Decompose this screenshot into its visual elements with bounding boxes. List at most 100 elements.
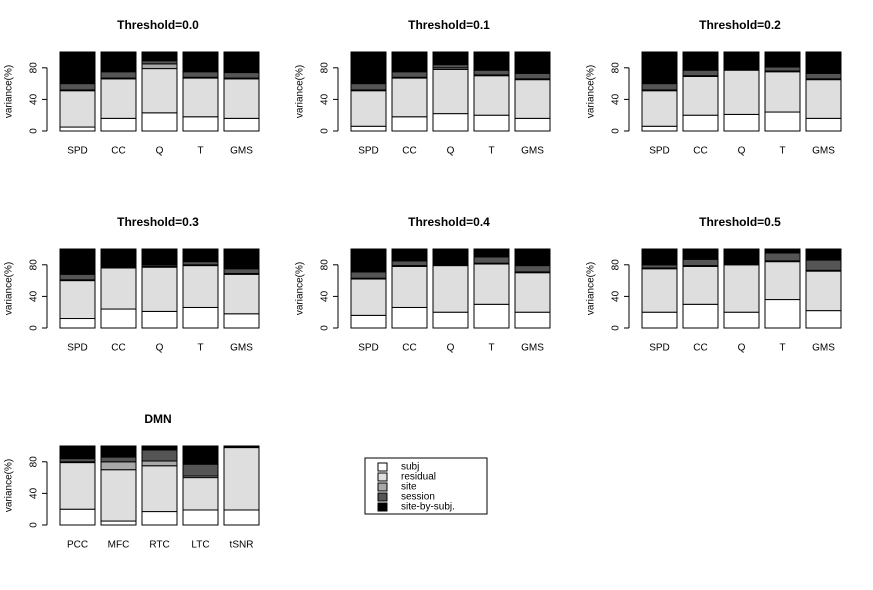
bar-segment [59,280,96,320]
x-tick-label: SPD [649,146,670,157]
bar-segment [182,77,219,118]
bar-segment [141,449,178,462]
bar-segment [100,456,137,463]
bar-segment [223,117,260,132]
bar-segment [432,68,469,115]
x-tick-label: Q [738,146,746,157]
bar-segment [764,252,801,262]
bar-segment [641,90,678,127]
x-tick-label: Q [156,146,164,157]
bar-segment [682,265,719,305]
bar-segment [723,248,760,265]
legend-label: site [401,482,417,493]
x-tick-label: Q [447,146,455,157]
bar-segment [100,78,137,119]
bar-segment [391,260,428,267]
x-tick-label: tSNR [230,540,254,551]
x-tick-label: CC [111,343,125,354]
bar-segment [805,248,842,261]
bar-segment [473,51,510,71]
panel: Threshold=0.5 variance(%) 0 40 80 SPD CC Q T GMS [586,215,842,354]
bar-segment [391,77,428,118]
panel: Threshold=0.1 variance(%) 0 40 80 SPD CC Q T GMS [295,18,551,157]
bar-segment [682,51,719,71]
x-tick-label: SPD [67,343,88,354]
bar-segment [473,69,510,76]
bar-segment [182,51,219,73]
y-tick-label: 0 [611,325,622,331]
bar-segment [350,83,387,91]
bar-segment [59,126,96,132]
bar-segment [764,261,801,301]
x-tick-label: T [488,146,494,157]
bar-segment [141,63,178,70]
bar-segment [182,445,219,465]
y-tick-label: 40 [29,487,40,499]
bar-segment [223,78,260,119]
bar-segment [473,75,510,116]
x-tick-label: SPD [358,146,379,157]
y-axis-label: variance(%) [586,262,597,315]
bar-segment [141,310,178,329]
bar-segment [473,256,510,264]
bar-segment [473,114,510,132]
y-tick-label: 80 [29,456,40,468]
chart-title: Threshold=0.2 [699,18,781,32]
y-tick-label: 0 [29,522,40,528]
x-tick-label: GMS [521,146,544,157]
y-axis-label: variance(%) [295,65,306,118]
bar-segment [182,116,219,132]
x-tick-label: GMS [521,343,544,354]
bar-segment [764,66,801,72]
y-axis-label: variance(%) [4,459,15,512]
x-tick-label: CC [402,343,416,354]
bar-segment [59,508,96,526]
y-axis-label: variance(%) [4,262,15,315]
x-tick-label: GMS [812,343,835,354]
bar-segment [682,248,719,260]
legend-swatch [377,482,388,492]
x-tick-label: CC [693,146,707,157]
bar-segment [391,306,428,329]
bar-segment [805,51,842,74]
panel: Threshold=0.0 variance(%) 0 40 80 SPD CC Q T GMS [4,18,260,157]
bar-segment [182,306,219,329]
x-tick-label: CC [402,146,416,157]
bar-segment [514,117,551,132]
bar-segment [59,248,96,275]
bar-segment [182,71,219,78]
bar-segment [141,112,178,132]
x-tick-label: T [488,343,494,354]
bar-segment [432,248,469,266]
chart-title: Threshold=0.5 [699,215,781,229]
x-tick-label: PCC [67,540,88,551]
bar-segment [350,90,387,127]
bar-segment [141,511,178,526]
y-axis-label: variance(%) [295,262,306,315]
panel: Threshold=0.3 variance(%) 0 40 80 SPD CC Q T GMS [4,215,260,354]
bar-segment [641,248,678,266]
bar-segment [682,75,719,116]
y-tick-label: 0 [29,325,40,331]
bar-segment [723,311,760,329]
x-tick-label: Q [156,343,164,354]
bar-segment [59,273,96,281]
bar-segment [682,258,719,267]
bar-segment [514,51,551,74]
bar-segment [100,308,137,329]
bar-segment [514,265,551,273]
bar-segment [350,51,387,85]
bar-segment [805,270,842,312]
legend-swatch [377,472,388,482]
bar-segment [59,318,96,329]
bar-segment [223,51,260,74]
bar-segment [223,268,260,274]
x-tick-label: GMS [230,343,253,354]
x-tick-label: LTC [191,540,209,551]
bar-segment [100,51,137,73]
bar-segment [59,90,96,128]
y-tick-label: 40 [29,290,40,302]
bar-segment [723,113,760,132]
y-tick-label: 40 [320,93,331,105]
x-tick-label: CC [111,146,125,157]
